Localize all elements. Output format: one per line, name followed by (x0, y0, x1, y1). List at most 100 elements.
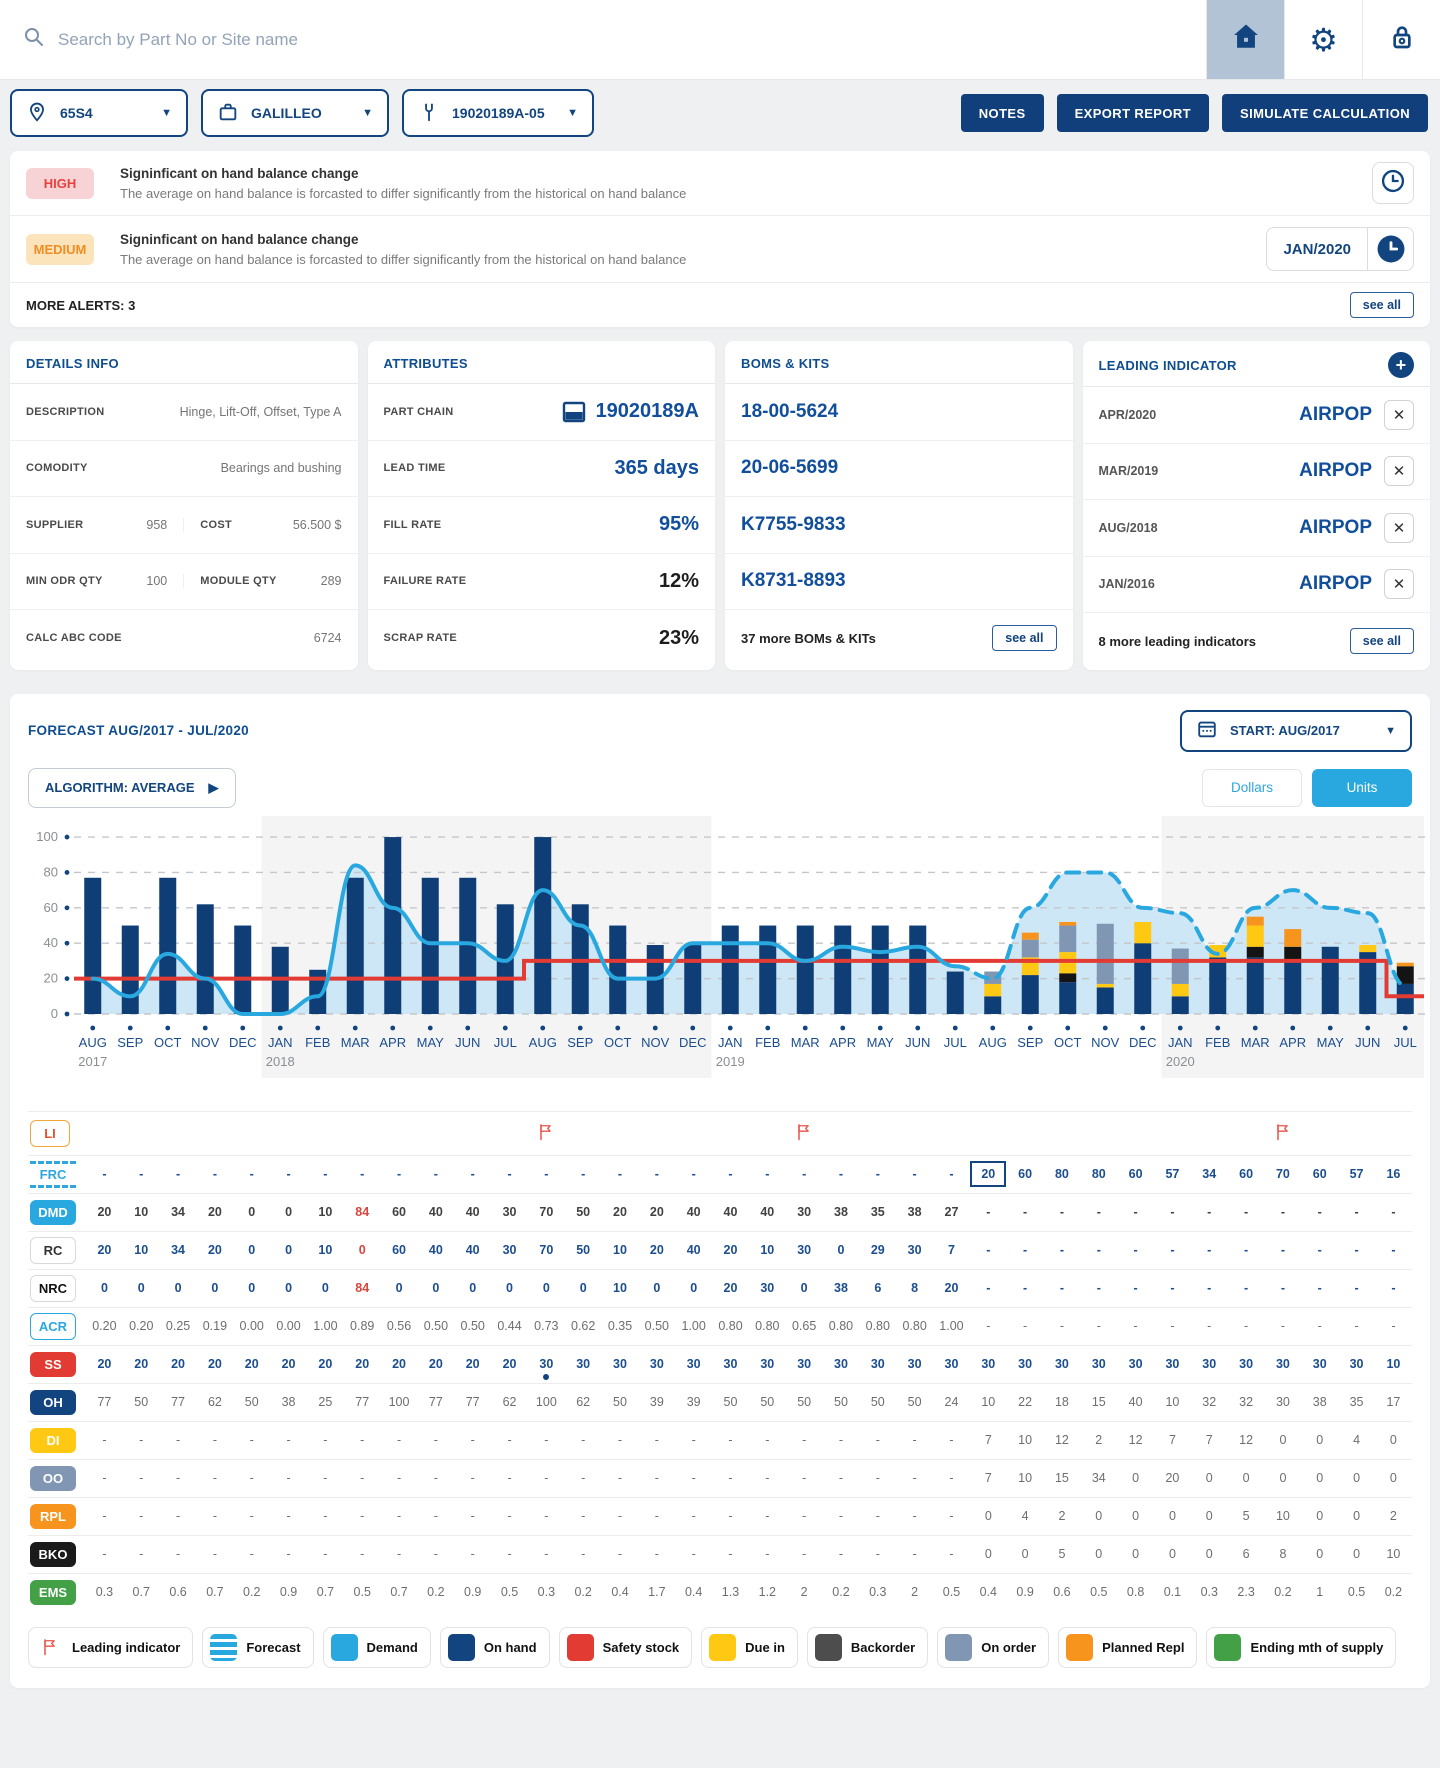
cell-value: - (654, 1547, 659, 1561)
table-cell: 30 (933, 1357, 970, 1371)
table-cell: - (1375, 1319, 1412, 1333)
table-cell: 12 (1044, 1433, 1081, 1447)
table-cell: 0.20 (123, 1319, 160, 1333)
settings-button[interactable]: ⚙ (1284, 0, 1362, 79)
cell-value: - (949, 1167, 954, 1181)
table-cell: - (381, 1433, 418, 1447)
cell-value: - (1096, 1205, 1101, 1219)
site-select[interactable]: 65S4 ▼ (10, 89, 188, 137)
simulate-calculation-button[interactable]: SIMULATE CALCULATION (1222, 94, 1428, 132)
dollars-toggle-button[interactable]: Dollars (1202, 768, 1302, 807)
details-info-title: DETAILS INFO (26, 356, 119, 371)
notes-button[interactable]: NOTES (960, 94, 1044, 132)
table-cell: - (1044, 1205, 1081, 1219)
cell-value: 0.1 (1163, 1585, 1182, 1599)
search-icon (22, 25, 46, 54)
table-cell: - (1117, 1243, 1154, 1257)
table-cell: - (1080, 1205, 1117, 1219)
bom-row[interactable]: K7755-9833 (725, 497, 1073, 554)
alerts-see-all-button[interactable]: see all (1349, 292, 1414, 318)
remove-indicator-button[interactable]: ✕ (1384, 512, 1414, 543)
cell-value: - (286, 1509, 291, 1523)
cell-value: 0 (1389, 1433, 1397, 1447)
table-cell: 10 (1007, 1471, 1044, 1485)
table-cell: - (491, 1547, 528, 1561)
search-input[interactable] (58, 29, 478, 50)
cell-value: 8 (1279, 1547, 1287, 1561)
table-cell: - (1338, 1281, 1375, 1295)
cell-value: 30 (981, 1357, 996, 1371)
cell-value: - (1023, 1319, 1028, 1333)
table-cell: - (1044, 1281, 1081, 1295)
cell-value: 15 (1054, 1471, 1069, 1485)
table-cell: - (1265, 1319, 1302, 1333)
search-bar[interactable] (0, 0, 1206, 79)
cell-value: 0.7 (206, 1585, 224, 1599)
part-select[interactable]: 19020189A-05 ▼ (402, 89, 594, 137)
cell-value: - (360, 1167, 365, 1181)
alert-clock-button[interactable] (1372, 162, 1414, 204)
bom-row[interactable]: K8731-8893 (725, 554, 1073, 610)
table-cell: 0.8 (1117, 1585, 1154, 1599)
remove-indicator-button[interactable]: ✕ (1384, 399, 1414, 430)
table-cell: - (417, 1471, 454, 1485)
table-cell[interactable]: 20 (970, 1161, 1007, 1187)
svg-text:SEP: SEP (567, 1035, 593, 1050)
table-cell: 0.7 (307, 1585, 344, 1599)
svg-text:DEC: DEC (679, 1035, 706, 1050)
table-cell: 60 (1301, 1167, 1338, 1181)
table-cell: - (381, 1547, 418, 1561)
cell-value: 0.25 (165, 1319, 191, 1333)
cell-value: 20 (723, 1243, 738, 1257)
supplier-select[interactable]: GALILLEO ▼ (201, 89, 389, 137)
table-cell: - (933, 1471, 970, 1485)
cell-value: 0 (1205, 1547, 1213, 1561)
cell-value: - (360, 1509, 365, 1523)
see-all-button[interactable]: see all (1349, 628, 1414, 655)
table-cell: 0 (381, 1281, 418, 1295)
attributes-title: ATTRIBUTES (383, 356, 468, 371)
cell-value: 20 (970, 1161, 1007, 1187)
cell-value: 0 (984, 1509, 992, 1523)
home-button[interactable] (1206, 0, 1284, 79)
remove-indicator-button[interactable]: ✕ (1384, 569, 1414, 600)
cell-value: - (433, 1471, 438, 1485)
cell-value: 30 (1275, 1395, 1290, 1409)
forecast-start-select[interactable]: START: AUG/2017 ▼ (1180, 709, 1412, 752)
add-leading-indicator-button[interactable]: + (1388, 352, 1414, 378)
cell-value: 0 (1316, 1509, 1324, 1523)
table-cell: - (123, 1167, 160, 1181)
bom-row[interactable]: 18-00-5624 (725, 384, 1073, 441)
table-row-oo: OO - - - - - - - - - - - - - - - - - - - - - - - - 7 10 15 34 0 20 0 0 0 0… (28, 1458, 1412, 1497)
cell-value: 30 (1349, 1357, 1364, 1371)
alert-date-chip[interactable]: JAN/2020 (1266, 227, 1414, 271)
table-cell: - (86, 1547, 123, 1561)
cell-value: - (507, 1547, 512, 1561)
table-cell: - (933, 1167, 970, 1181)
remove-indicator-button[interactable]: ✕ (1384, 456, 1414, 487)
cell-value: 0.7 (132, 1585, 150, 1599)
see-all-button[interactable]: see all (992, 625, 1057, 652)
cell-value: 30 (797, 1205, 812, 1219)
table-cell: 0.50 (454, 1319, 491, 1333)
table-cell: 0 (675, 1281, 712, 1295)
cell-value: 40 (723, 1205, 738, 1219)
cell-value: - (175, 1433, 181, 1447)
part-chain-icon (562, 401, 585, 422)
cell-value: - (949, 1509, 954, 1523)
export-report-button[interactable]: EXPORT REPORT (1056, 94, 1209, 132)
table-cell: - (1080, 1243, 1117, 1257)
table-cell: - (123, 1509, 160, 1523)
lock-button[interactable] (1362, 0, 1440, 79)
table-cell: 30 (749, 1281, 786, 1295)
detail-value: Hinge, Lift-Off, Offset, Type A (179, 404, 342, 419)
details-split-row: MIN ODR QTY 100 MODULE QTY 289 (10, 554, 358, 610)
bom-row[interactable]: 20-06-5699 (725, 441, 1073, 497)
algorithm-button[interactable]: ALGORITHM: AVERAGE ▶ (28, 767, 236, 808)
row-badge-ss: SS (30, 1351, 76, 1377)
table-cell: 20 (233, 1357, 270, 1371)
svg-text:JAN: JAN (1168, 1035, 1193, 1050)
play-icon: ▶ (208, 779, 219, 795)
units-toggle-button[interactable]: Units (1312, 768, 1412, 807)
table-cell: 0.9 (1007, 1585, 1044, 1599)
